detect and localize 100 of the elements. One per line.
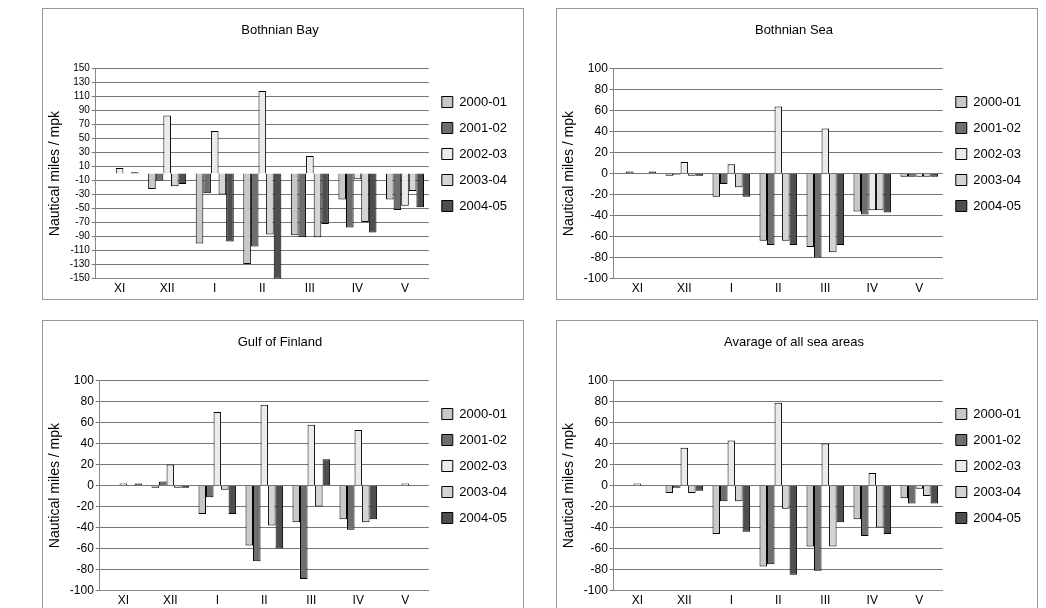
x-tick-label: I (729, 593, 733, 608)
legend-label: 2002-03 (459, 457, 508, 473)
legend-label: 2003-04 (973, 483, 1022, 499)
x-tick-label: XII (676, 593, 692, 608)
y-tick-label: 50 (78, 132, 91, 144)
y-tick-label: -30 (75, 188, 91, 200)
y-tick-label: -60 (76, 540, 95, 555)
legend-label: 2003-04 (973, 171, 1022, 187)
y-tick-label: 150 (73, 62, 91, 74)
x-tick-label: III (304, 281, 315, 296)
y-tick-label: -100 (583, 270, 609, 285)
legend-label: 2004-05 (459, 197, 508, 213)
x-tick-label: XI (631, 593, 643, 608)
y-tick-label: -110 (70, 244, 91, 256)
x-tick-label: XI (113, 281, 126, 296)
y-tick-label: 60 (594, 102, 609, 117)
y-tick-label: -80 (76, 561, 95, 576)
legend-label: 2000-01 (973, 93, 1022, 109)
y-tick-label: 0 (601, 477, 609, 492)
y-tick-label: -40 (590, 207, 609, 222)
legend-label: 2003-04 (459, 171, 508, 187)
x-tick-label: III (820, 593, 831, 608)
chart-title: Bothnian Sea (754, 22, 834, 38)
legend-label: 2000-01 (973, 405, 1022, 421)
x-tick-label: II (260, 593, 268, 608)
legend-label: 2000-01 (459, 93, 508, 109)
y-tick-label: 40 (594, 435, 609, 450)
y-tick-label: -100 (583, 582, 609, 597)
x-tick-label: V (915, 281, 924, 296)
legend-label: 2004-05 (973, 509, 1022, 525)
y-tick-label: -70 (75, 216, 91, 228)
y-tick-label: -150 (69, 272, 91, 284)
y-axis-title: Nautical miles / mpk (560, 109, 577, 237)
y-tick-label: 60 (80, 414, 95, 429)
x-tick-label: II (774, 593, 782, 608)
y-tick-label: 80 (80, 393, 95, 408)
chart-title: Avarage of all sea areas (724, 334, 865, 350)
y-tick-label: -60 (590, 540, 609, 555)
legend-label: 2004-05 (459, 509, 508, 525)
legend-label: 2003-04 (459, 483, 508, 499)
y-tick-label: 40 (594, 123, 609, 138)
y-tick-label: -80 (590, 561, 609, 576)
y-tick-label: -20 (76, 498, 95, 513)
x-tick-label: XI (631, 281, 643, 296)
x-tick-label: II (258, 281, 266, 296)
y-axis-title: Nautical miles / mpk (46, 109, 63, 237)
x-tick-label: I (729, 281, 733, 296)
y-tick-label: -40 (590, 519, 609, 534)
x-tick-label: V (915, 593, 924, 608)
y-tick-label: -40 (76, 519, 95, 534)
legend-label: 2004-05 (973, 197, 1022, 213)
x-tick-label: V (401, 593, 410, 608)
y-tick-label: 30 (78, 146, 91, 158)
y-tick-label: 110 (73, 90, 91, 102)
y-tick-label: 20 (80, 456, 95, 471)
x-tick-label: XI (117, 593, 129, 608)
y-tick-label: 130 (73, 76, 91, 88)
y-tick-label: -10 (75, 174, 91, 186)
y-tick-label: 0 (601, 165, 609, 180)
x-tick-label: XII (676, 281, 692, 296)
y-tick-label: -60 (590, 228, 609, 243)
x-tick-label: XII (159, 281, 175, 296)
y-tick-label: 0 (87, 477, 95, 492)
x-tick-label: III (820, 281, 831, 296)
y-tick-label: -20 (590, 498, 609, 513)
y-tick-label: 20 (594, 456, 609, 471)
x-tick-label: IV (352, 593, 364, 608)
x-tick-label: IV (351, 281, 364, 296)
legend-label: 2001-02 (973, 431, 1022, 447)
x-tick-label: IV (866, 593, 878, 608)
y-axis-title: Nautical miles / mpk (46, 421, 63, 549)
legend-label: 2002-03 (973, 145, 1022, 161)
y-tick-label: 20 (594, 144, 609, 159)
legend-label: 2001-02 (459, 119, 508, 135)
y-tick-label: -130 (69, 258, 91, 270)
y-tick-label: 90 (78, 104, 91, 116)
legend-label: 2002-03 (973, 457, 1022, 473)
y-tick-label: 70 (78, 118, 91, 130)
x-tick-label: V (401, 281, 410, 296)
y-tick-label: -50 (75, 202, 91, 214)
x-tick-label: XII (162, 593, 178, 608)
y-axis-title: Nautical miles / mpk (560, 421, 577, 549)
y-tick-label: -100 (69, 582, 95, 597)
x-tick-label: IV (866, 281, 878, 296)
y-tick-label: 40 (80, 435, 95, 450)
y-tick-label: -20 (590, 186, 609, 201)
y-tick-label: 80 (594, 81, 609, 96)
y-tick-label: 10 (78, 160, 91, 172)
y-tick-label: -90 (75, 230, 91, 242)
x-tick-label: I (215, 593, 219, 608)
y-tick-label: 80 (594, 393, 609, 408)
y-tick-label: 100 (73, 372, 95, 387)
y-tick-label: 100 (587, 372, 609, 387)
x-tick-label: III (306, 593, 317, 608)
x-tick-label: II (774, 281, 782, 296)
legend-label: 2001-02 (459, 431, 508, 447)
legend-label: 2000-01 (459, 405, 508, 421)
x-tick-label: I (213, 281, 217, 296)
y-tick-label: 60 (594, 414, 609, 429)
legend-label: 2002-03 (459, 145, 508, 161)
